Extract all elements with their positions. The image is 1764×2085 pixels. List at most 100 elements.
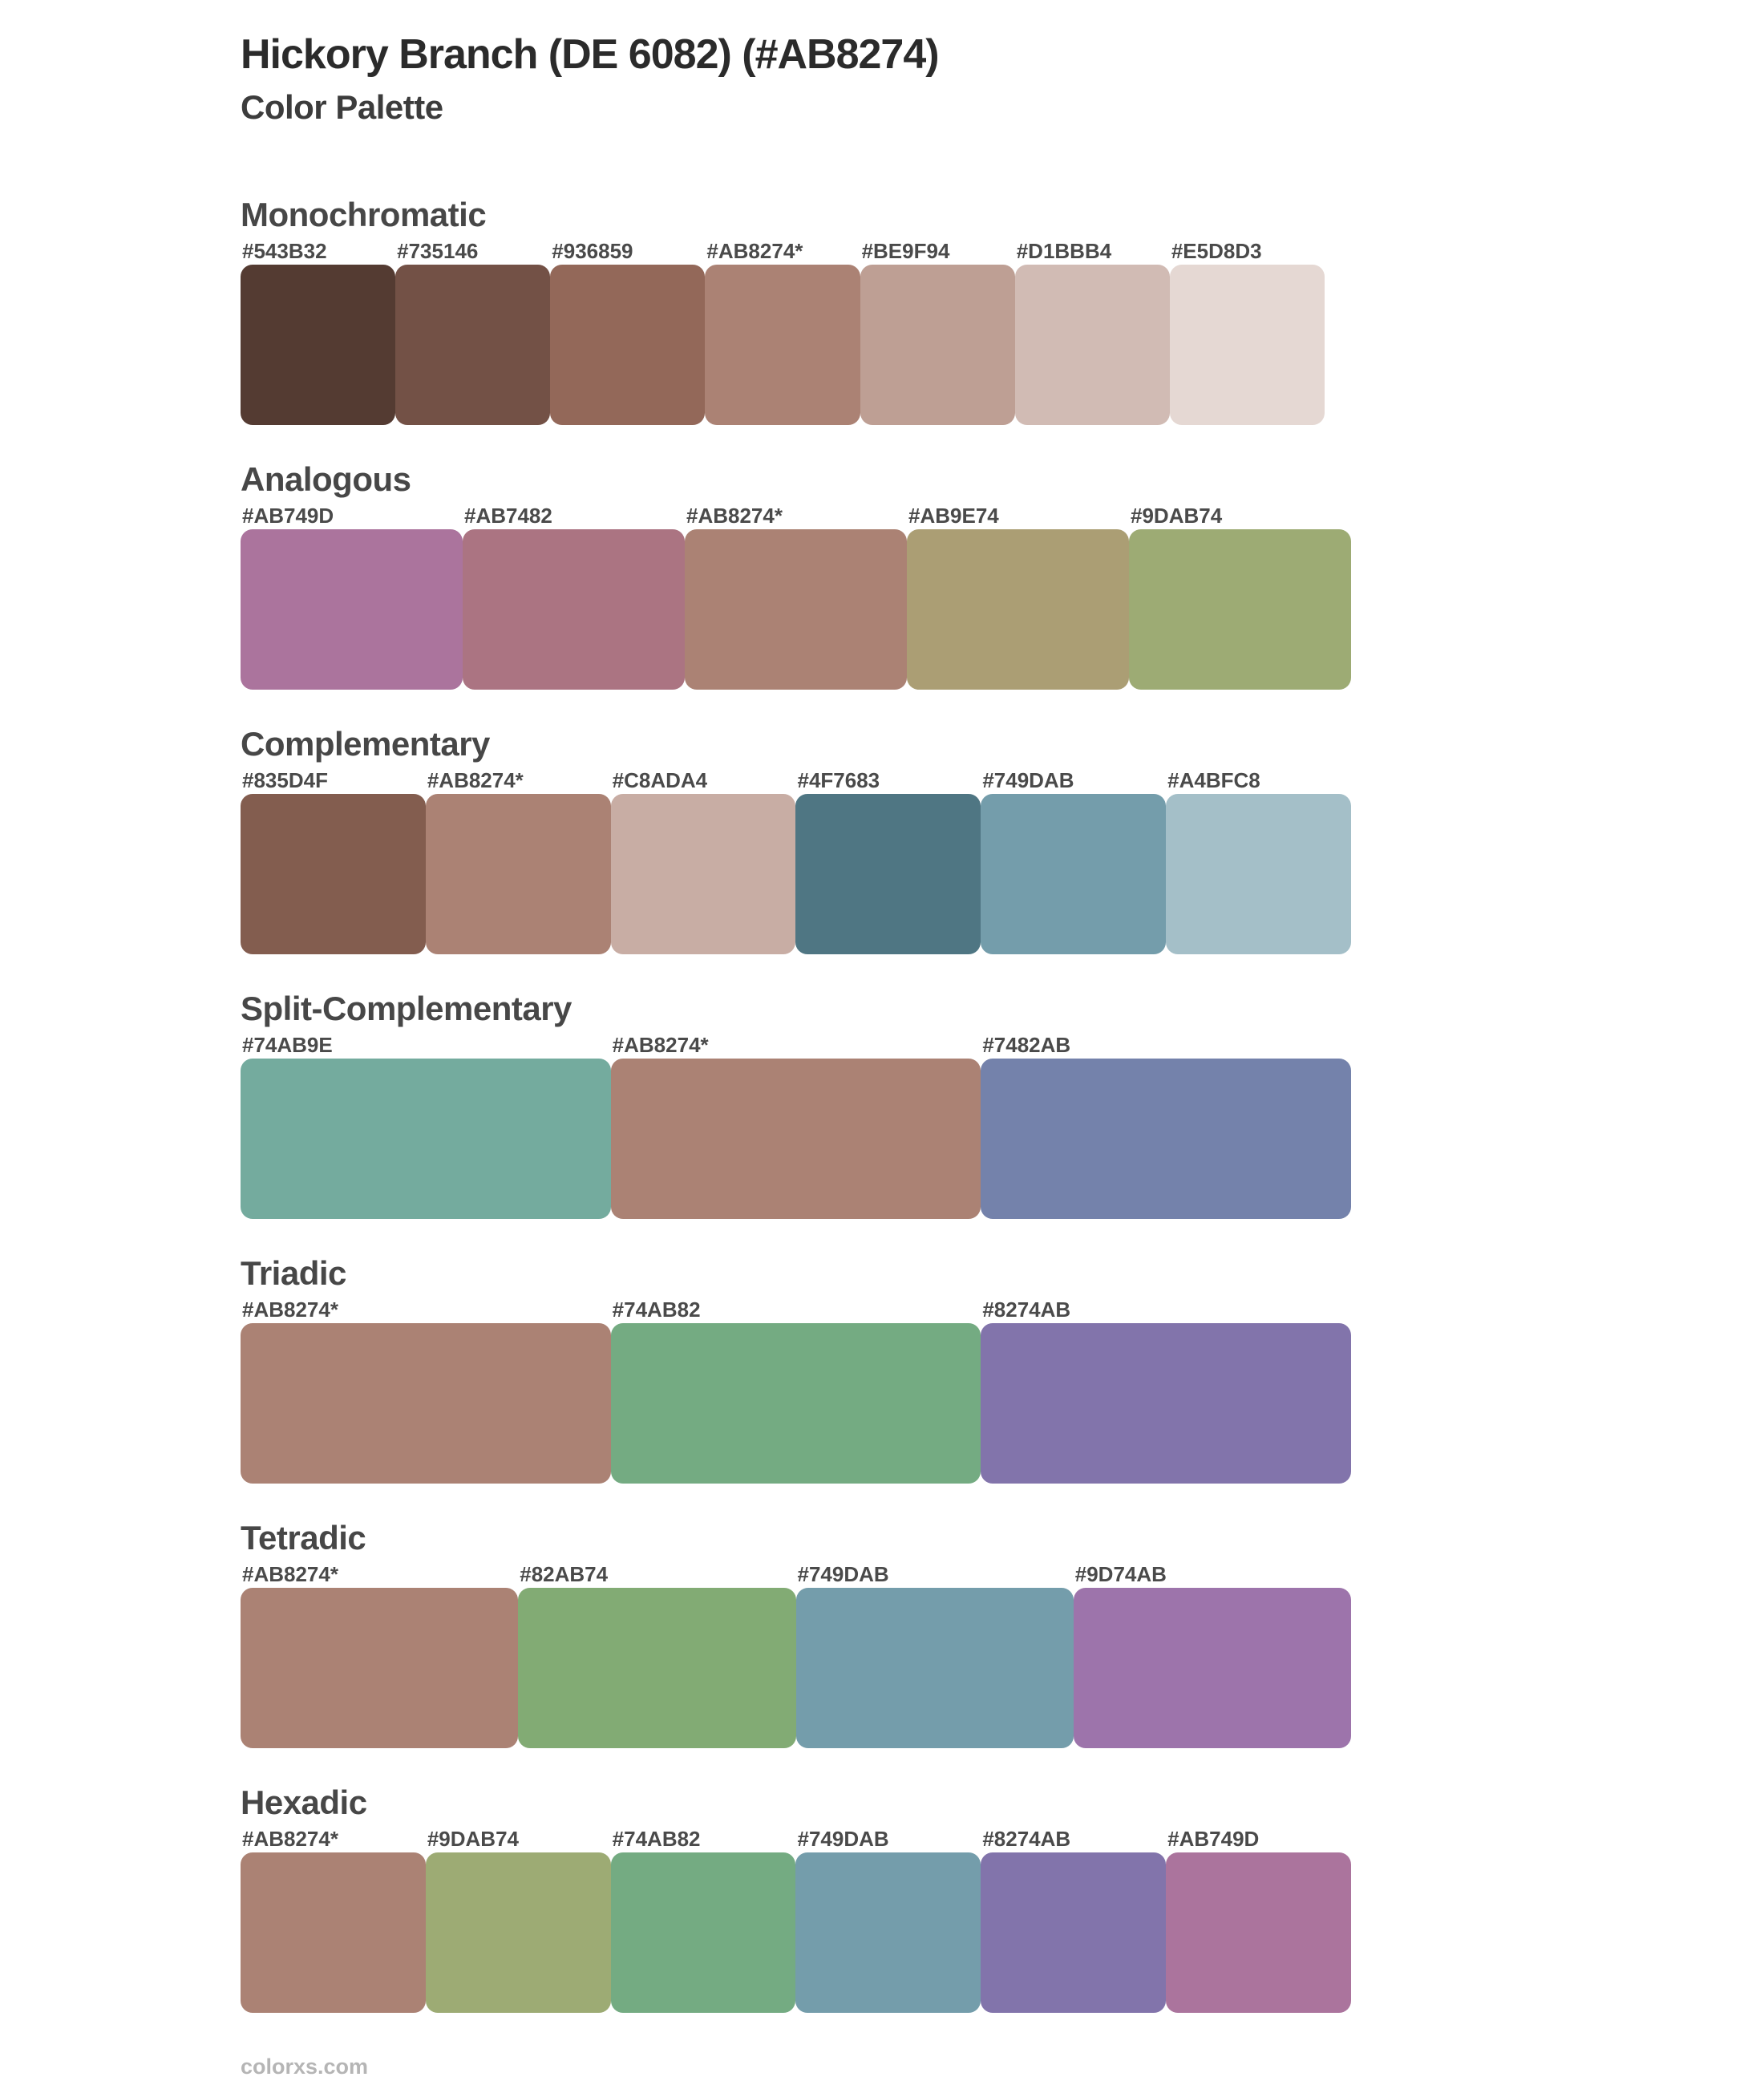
section-heading: Hexadic: [241, 1783, 367, 1821]
swatch: #A4BFC8: [1166, 770, 1351, 954]
swatch-hex-label: #AB8274*: [706, 239, 803, 263]
swatch-base-color: #AB8274*: [241, 1828, 426, 2013]
section-analogous: Analogous #AB749D #AB7482 #AB8274* #AB9E…: [241, 460, 1363, 690]
swatch: #9DAB74: [425, 1827, 611, 2013]
color-swatch[interactable]: [610, 1852, 796, 2013]
swatch-hex-label: #AB8274*: [242, 1562, 338, 1586]
swatch: #749DAB: [795, 1562, 1074, 1748]
swatch-hex-label: #BE9F94: [861, 239, 950, 263]
swatch: #74AB82: [610, 1299, 981, 1484]
swatch-row: #AB8274* #74AB82 #8274AB: [241, 1298, 1352, 1484]
swatch-hex-label: #749DAB: [797, 1562, 889, 1586]
swatch-hex-label: #9D74AB: [1074, 1562, 1167, 1586]
color-swatch[interactable]: [610, 794, 796, 954]
swatch: #7482AB: [981, 1033, 1352, 1219]
swatch-base-color: #AB8274*: [425, 770, 611, 954]
color-swatch[interactable]: [518, 1588, 796, 1748]
swatch-row: #74AB9E #AB8274* #7482AB: [241, 1033, 1352, 1219]
color-swatch[interactable]: [907, 529, 1129, 690]
color-swatch[interactable]: [610, 1323, 981, 1484]
color-swatch[interactable]: [1073, 1588, 1351, 1748]
swatch: #749DAB: [795, 1828, 981, 2013]
swatch: #AB9E74: [907, 505, 1129, 690]
color-swatch[interactable]: [795, 1588, 1074, 1748]
color-swatch[interactable]: [241, 529, 463, 690]
swatch-base-color: #AB8274*: [610, 1033, 981, 1219]
color-swatch[interactable]: [1166, 794, 1351, 954]
color-swatch[interactable]: [795, 794, 981, 954]
page-subtitle: Color Palette: [241, 88, 443, 126]
section-complementary: Complementary #835D4F #AB8274* #C8ADA4 #…: [241, 725, 1363, 954]
color-swatch[interactable]: [1166, 1852, 1351, 2013]
color-swatch[interactable]: [425, 1852, 611, 2013]
swatch-base-color: #AB8274*: [685, 505, 907, 690]
swatch: #835D4F: [241, 770, 426, 954]
swatch: #9D74AB: [1073, 1562, 1351, 1748]
footer-site-link[interactable]: colorxs.com: [241, 2055, 369, 2079]
swatch-hex-label: #749DAB: [982, 768, 1074, 792]
swatch: #82AB74: [518, 1564, 796, 1748]
swatch: #AB7482: [463, 505, 685, 690]
color-swatch[interactable]: [1129, 529, 1351, 690]
swatch: #735146: [395, 239, 551, 425]
swatch-row: #AB8274* #82AB74 #749DAB #9D74AB: [241, 1564, 1351, 1748]
swatch: #4F7683: [795, 770, 981, 954]
color-swatch[interactable]: [1169, 265, 1325, 425]
color-swatch[interactable]: [981, 1852, 1167, 2013]
swatch-hex-label: #7482AB: [982, 1033, 1071, 1057]
swatch-hex-label: #AB749D: [1167, 1827, 1260, 1851]
color-swatch[interactable]: [795, 1852, 981, 2013]
swatch-hex-label: #E5D8D3: [1171, 239, 1262, 263]
swatch-hex-label: #936859: [552, 239, 633, 263]
color-swatch[interactable]: [981, 1323, 1352, 1484]
color-swatch[interactable]: [241, 1852, 426, 2013]
swatch: #74AB9E: [241, 1034, 611, 1219]
swatch: #AB749D: [1166, 1828, 1351, 2013]
swatch: #936859: [550, 239, 706, 425]
color-swatch[interactable]: [550, 265, 706, 425]
section-heading: Monochromatic: [241, 196, 487, 233]
swatch-hex-label: #74AB9E: [242, 1033, 333, 1057]
swatch-hex-label: #D1BBB4: [1016, 239, 1112, 263]
section-monochromatic: Monochromatic #543B32 #735146 #936859 #A…: [241, 196, 1363, 425]
swatch: #C8ADA4: [610, 768, 796, 954]
swatch-hex-label: #AB8274*: [242, 1298, 338, 1322]
color-swatch[interactable]: [463, 529, 685, 690]
color-swatch[interactable]: [241, 265, 396, 425]
swatch-hex-label: #AB7482: [464, 504, 552, 528]
swatch: #AB749D: [241, 505, 463, 690]
swatch-hex-label: #9DAB74: [427, 1827, 519, 1851]
swatch-hex-label: #835D4F: [242, 768, 328, 792]
color-swatch[interactable]: [981, 794, 1167, 954]
swatch-hex-label: #735146: [397, 239, 479, 263]
swatch-row: #835D4F #AB8274* #C8ADA4 #4F7683 #749DAB…: [241, 770, 1351, 954]
color-swatch[interactable]: [241, 1323, 611, 1484]
color-swatch[interactable]: [685, 529, 907, 690]
section-heading: Analogous: [241, 460, 411, 498]
swatch-hex-label: #749DAB: [797, 1827, 889, 1851]
swatch-hex-label: #AB8274*: [242, 1827, 338, 1851]
swatch-hex-label: #9DAB74: [1131, 504, 1223, 528]
swatch-hex-label: #AB8274*: [686, 504, 783, 528]
color-swatch[interactable]: [241, 794, 426, 954]
color-swatch[interactable]: [1014, 265, 1170, 425]
color-swatch[interactable]: [425, 794, 611, 954]
swatch-hex-label: #4F7683: [797, 768, 880, 792]
swatch-base-color: #AB8274*: [705, 241, 860, 425]
color-swatch[interactable]: [610, 1059, 981, 1219]
color-swatch[interactable]: [860, 265, 1015, 425]
section-tetradic: Tetradic #AB8274* #82AB74 #749DAB #9D74A…: [241, 1519, 1363, 1748]
color-swatch[interactable]: [705, 265, 860, 425]
swatch-hex-label: #AB8274*: [612, 1033, 709, 1057]
color-swatch[interactable]: [241, 1588, 519, 1748]
color-swatch[interactable]: [981, 1059, 1352, 1219]
swatch: #543B32: [241, 241, 396, 425]
swatch: #D1BBB4: [1014, 239, 1170, 425]
swatch-row: #AB749D #AB7482 #AB8274* #AB9E74 #9DAB74: [241, 505, 1351, 690]
color-swatch[interactable]: [395, 265, 551, 425]
swatch-hex-label: #AB9E74: [908, 504, 999, 528]
swatch: #74AB82: [610, 1828, 796, 2013]
swatch-hex-label: #C8ADA4: [612, 768, 708, 792]
swatch-hex-label: #8274AB: [982, 1827, 1071, 1851]
color-swatch[interactable]: [241, 1059, 611, 1219]
